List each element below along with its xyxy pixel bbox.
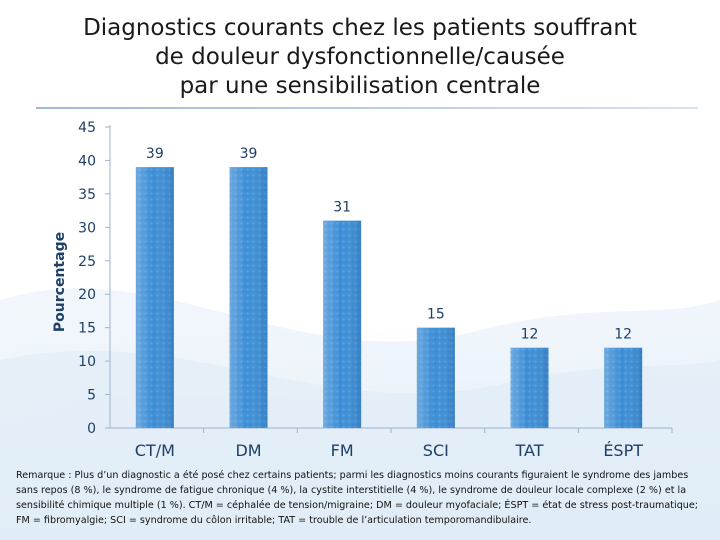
y-tick-label: 35 [78, 187, 96, 203]
value-labels: 39 39 31 15 12 12 [146, 146, 632, 343]
bar-shade [323, 220, 362, 428]
title-divider [36, 107, 698, 109]
x-axis: CT/M DM FM SCI TAT ÉSPT [110, 427, 673, 460]
value-label: 39 [146, 146, 164, 162]
x-tick-label: ÉSPT [603, 441, 643, 460]
bar-shade [416, 327, 455, 428]
x-tick-label: TAT [514, 441, 543, 460]
value-label: 39 [240, 146, 258, 162]
y-tick-label: 30 [78, 220, 96, 236]
footnote: Remarque : Plus d’un diagnostic a été po… [16, 470, 698, 526]
title-line-3: par une sensibilisation centrale [179, 73, 541, 99]
y-tick-label: 10 [78, 354, 96, 370]
x-tick-label: FM [331, 441, 354, 460]
slide-title: Diagnostics courants chez les patients s… [20, 14, 700, 101]
x-tick-label: SCI [423, 441, 449, 460]
x-tick-label: DM [235, 441, 261, 460]
y-tick-label: 15 [78, 321, 96, 337]
y-tick-label: 20 [78, 287, 96, 303]
value-label: 15 [427, 307, 445, 323]
y-axis: 0 5 10 15 20 25 30 35 40 45 [78, 120, 111, 437]
bar-shade [135, 167, 174, 428]
y-tick-label: 45 [78, 120, 96, 136]
x-tick-label: CT/M [135, 441, 175, 460]
y-tick-label: 25 [78, 254, 96, 270]
bar-shade [229, 167, 268, 428]
y-tick-label: 40 [78, 153, 96, 169]
bars [135, 167, 643, 428]
y-tick-label: 0 [87, 421, 96, 437]
value-label: 12 [614, 327, 632, 343]
title-line-2: de douleur dysfonctionnelle/causée [155, 44, 565, 70]
title-line-1: Diagnostics courants chez les patients s… [83, 15, 637, 41]
value-label: 12 [521, 327, 539, 343]
bar-shade [510, 347, 549, 428]
y-axis-title: Pourcentage [52, 232, 68, 332]
value-label: 31 [333, 200, 351, 216]
y-tick-label: 5 [87, 388, 96, 404]
bar-shade [604, 347, 643, 428]
